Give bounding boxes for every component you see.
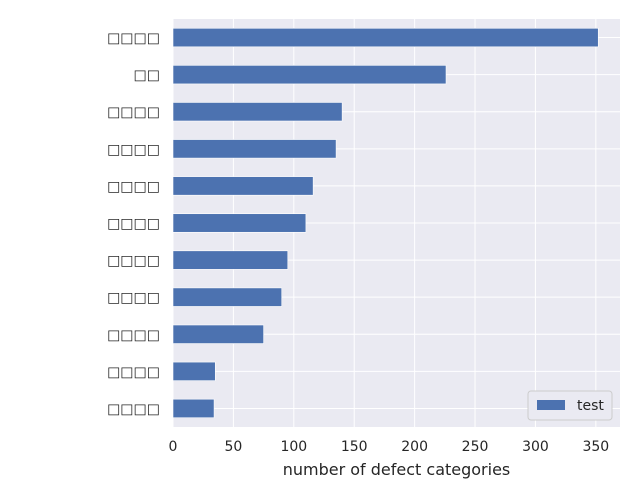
x-axis-label: number of defect categories [283,460,511,479]
y-tick-label: □□□□ [107,401,160,417]
bar-3 [172,139,337,159]
y-tick-label: □□□□ [107,327,160,343]
legend-label: test [577,398,604,414]
y-tick-label: □□□□ [107,290,160,306]
x-tick-label: 300 [522,439,549,455]
y-tick-label: □□ [134,68,160,84]
bar-8 [172,324,264,344]
x-tick-label: 0 [169,439,178,455]
y-tick-label: □□□□ [107,142,160,158]
x-tick-label: 200 [401,439,428,455]
bar-9 [172,361,216,381]
bar-10 [172,398,215,419]
y-tick-label: □□□□ [107,364,160,380]
bars [172,27,599,419]
bar-0 [172,27,599,48]
bar-2 [172,102,343,122]
legend: test [527,390,613,421]
y-tick-label: □□□□ [107,31,160,47]
bar-4 [172,176,314,196]
bar-7 [172,287,283,307]
y-tick-labels: □□□□□□□□□□□□□□□□□□□□□□□□□□□□□□□□□□□□□□□□… [107,31,160,418]
bar-5 [172,213,307,233]
legend-box [527,390,613,421]
x-tick-label: 250 [462,439,489,455]
bar-1 [172,65,447,85]
y-tick-label: □□□□ [107,105,160,121]
x-tick-label: 100 [280,439,307,455]
x-tick-label: 150 [341,439,368,455]
y-tick-label: □□□□ [107,253,160,269]
y-tick-label: □□□□ [107,179,160,195]
y-tick-label: □□□□ [107,216,160,232]
bar-6 [172,250,289,270]
legend-swatch [537,400,565,410]
x-tick-label: 50 [224,439,242,455]
x-tick-labels: 0 50 100 150 200 250 300 350 [169,439,610,455]
x-tick-label: 350 [582,439,609,455]
